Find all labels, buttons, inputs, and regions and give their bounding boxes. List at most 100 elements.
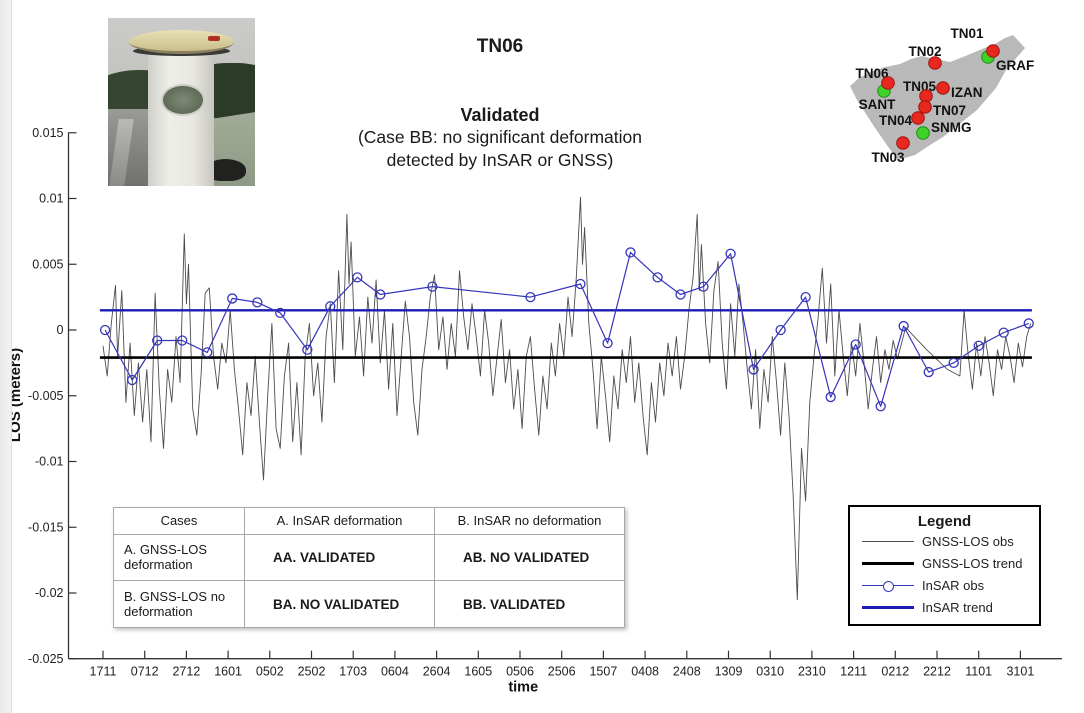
insar-obs-marker: [302, 344, 313, 355]
x-tick-label: 0502: [256, 665, 284, 679]
gnss-antenna-icon: [128, 29, 235, 54]
y-tick-label: 0.005: [32, 257, 63, 271]
x-tick-label: 3101: [1006, 665, 1034, 679]
chart-legend: Legend GNSS-LOS obs GNSS-LOS trend InSAR o…: [848, 505, 1041, 626]
x-tick-label: 1101: [965, 665, 992, 679]
insar-obs-marker: [177, 335, 188, 346]
insar-obs-marker: [525, 291, 536, 303]
y-tick-label: 0.01: [39, 192, 63, 206]
station-label-graf: GRAF: [996, 58, 1034, 73]
legend-item-label: GNSS-LOS obs: [922, 533, 1014, 549]
x-axis-title: time: [508, 680, 538, 696]
slide-edge-strip: [0, 0, 12, 713]
legend-line-sample: [862, 605, 914, 609]
station-dot-tn03: [896, 136, 910, 150]
row-label-gnss-no-deformation: B. GNSS-LOS no deformation: [113, 580, 245, 628]
insar-obs-marker: [202, 347, 213, 358]
station-dot-tn07: [918, 100, 932, 114]
photo-pillar: [147, 46, 214, 186]
insar-obs-marker: [1023, 318, 1034, 329]
legend-item-gnss-los-trend: GNSS-LOS trend: [862, 552, 1039, 574]
station-dot-tn02: [928, 56, 942, 70]
photo-antenna-logo: [207, 35, 220, 41]
validation-cases-table: Cases A. InSAR deformation B. InSAR no d…: [113, 507, 625, 628]
x-tick-label: 0310: [756, 665, 784, 679]
y-tick-label: -0.01: [35, 455, 64, 469]
series-insar-obs: [104, 251, 1029, 407]
insar-obs-marker: [652, 272, 663, 283]
insar-obs-marker: [998, 327, 1009, 338]
x-tick-label: 1605: [464, 665, 492, 679]
x-tick-label: 0604: [381, 665, 409, 679]
x-tick-label: 2604: [423, 665, 451, 679]
insar-obs-marker: [625, 247, 636, 258]
x-tick-label: 0212: [881, 665, 909, 679]
table-row: A. GNSS-LOS deformation AA. VALIDATED AB…: [113, 533, 625, 582]
insar-obs-marker: [152, 335, 163, 346]
insar-obs-marker: [898, 320, 909, 332]
table-header-cases: Cases: [113, 507, 245, 535]
station-dot-tn06: [881, 76, 895, 90]
x-tick-label: 0712: [131, 665, 159, 679]
x-tick-label: 2502: [298, 665, 326, 679]
station-label-tn03: TN03: [871, 150, 905, 165]
table-header-insar-nodef: B. InSAR no deformation: [434, 507, 625, 535]
title-block: TN06 Validated (Case BB: no significant …: [250, 14, 750, 172]
station-label-tn06: TN06: [855, 66, 889, 81]
case-description-line1: (Case BB: no significant deformation: [357, 127, 643, 147]
legend-title: Legend: [917, 513, 972, 530]
tenerife-station-map: TN01 GRAF TN02 TN06 SANT TN05 IZAN TN07 TN04 SNMG…: [815, 15, 1080, 185]
legend-item-insar-obs: InSAR obs: [862, 574, 1039, 596]
insar-obs-marker: [602, 337, 613, 349]
case-description-line2: detected by InSAR or GNSS): [386, 150, 614, 170]
legend-line-sample: [862, 540, 914, 542]
insar-obs-marker: [923, 366, 934, 378]
station-dot-snmg: [916, 126, 930, 140]
x-tick-label: 2310: [798, 665, 826, 679]
insar-obs-marker: [352, 272, 363, 283]
insar-obs-marker: [227, 293, 238, 304]
insar-obs-marker: [800, 291, 811, 303]
row-label-gnss-deformation: A. GNSS-LOS deformation: [113, 533, 245, 582]
legend-item-label: GNSS-LOS trend: [922, 555, 1023, 571]
insar-obs-marker: [325, 301, 336, 312]
insar-obs-marker: [973, 340, 984, 351]
y-tick-label: -0.02: [35, 586, 64, 600]
station-label-tn04: TN04: [879, 113, 913, 128]
photo-pillar-patch: [160, 83, 205, 117]
insar-obs-marker: [948, 357, 959, 369]
y-tick-label: 0: [57, 323, 64, 337]
x-tick-label: 1507: [589, 665, 617, 679]
y-tick-label: -0.015: [28, 520, 63, 534]
station-dot-izan: [936, 81, 950, 95]
x-tick-label: 1309: [715, 665, 743, 679]
x-tick-label: 2712: [172, 665, 200, 679]
photo-roof-object: [205, 159, 247, 181]
series-gnss-los-obs: [102, 196, 1032, 601]
table-header-insar-def: A. InSAR deformation: [244, 507, 435, 535]
validation-status: Validated: [460, 105, 540, 125]
insar-obs-marker: [875, 401, 886, 412]
legend-item-gnss-los-obs: GNSS-LOS obs: [862, 530, 1039, 552]
insar-obs-marker: [427, 281, 438, 292]
insar-obs-marker: [825, 391, 836, 403]
legend-item-label: InSAR obs: [922, 577, 985, 593]
cell-aa: AA. VALIDATED: [244, 533, 435, 582]
insar-obs-marker: [850, 339, 861, 350]
insar-obs-marker: [375, 289, 386, 300]
cell-ab: AB. NO VALIDATED: [434, 533, 625, 582]
gnss-monument-photo: [108, 18, 255, 186]
x-tick-label: 1703: [339, 665, 367, 679]
insar-obs-marker: [575, 278, 586, 290]
legend-item-insar-trend: InSAR trend: [862, 596, 1039, 618]
station-label-tn05: TN05: [903, 79, 937, 94]
insar-obs-marker: [725, 248, 736, 259]
legend-circle-marker: [883, 580, 894, 592]
station-label-izan: IZAN: [951, 85, 983, 100]
x-tick-label: 0408: [631, 665, 659, 679]
island-outline: [850, 35, 1025, 160]
insar-obs-marker: [675, 289, 686, 300]
station-dot-tn01: [986, 44, 1000, 58]
x-tick-label: 1711: [90, 665, 117, 679]
